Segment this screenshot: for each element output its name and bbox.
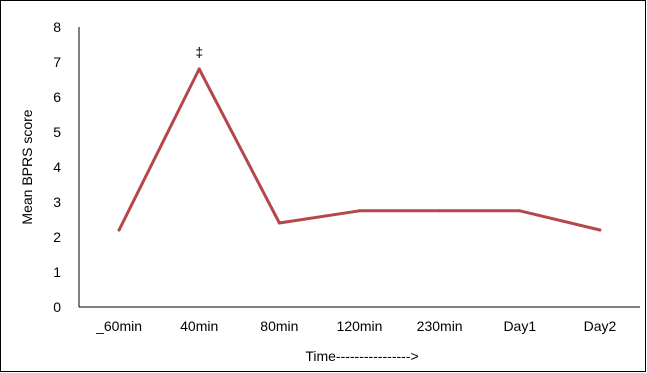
- x-tick-label: 120min: [337, 318, 383, 334]
- data-point: [598, 228, 602, 232]
- x-tick-label: _60min: [95, 318, 142, 334]
- data-point: [438, 209, 442, 213]
- x-tick-label: Day2: [584, 318, 617, 334]
- y-tick-label: 3: [53, 194, 61, 210]
- y-tick-label: 1: [53, 264, 61, 280]
- x-tick-label: 80min: [260, 318, 298, 334]
- x-tick-label: 230min: [417, 318, 463, 334]
- y-tick-label: 8: [53, 19, 61, 35]
- y-tick-label: 7: [53, 54, 61, 70]
- data-point: [117, 228, 121, 232]
- significance-marker: ‡: [195, 44, 203, 60]
- x-axis-title: Time---------------->: [305, 348, 418, 364]
- y-tick-label: 0: [53, 299, 61, 315]
- data-point: [197, 67, 201, 71]
- x-tick-label: Day1: [503, 318, 536, 334]
- data-point: [277, 221, 281, 225]
- data-point: [358, 209, 361, 213]
- y-axis-title: Mean BPRS score: [19, 109, 35, 224]
- y-tick-label: 5: [53, 124, 61, 140]
- y-tick-label: 2: [53, 229, 61, 245]
- y-tick-label: 4: [53, 159, 61, 175]
- data-point: [518, 209, 522, 213]
- x-tick-label: 40min: [180, 318, 218, 334]
- y-tick-label: 6: [53, 89, 61, 105]
